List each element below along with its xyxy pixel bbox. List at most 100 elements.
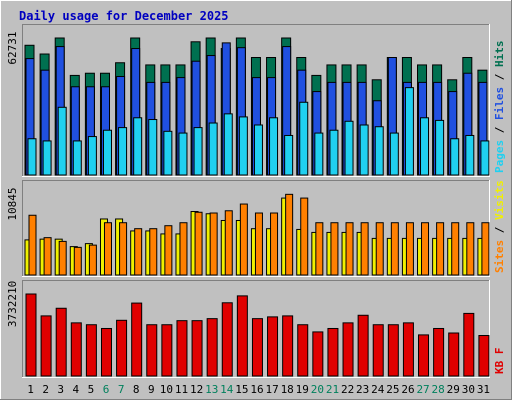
kbytes-bar-day-11 bbox=[176, 320, 188, 377]
sites-bar-day-26 bbox=[405, 222, 414, 276]
x-axis-label-day-14: 14 bbox=[220, 383, 234, 396]
pages-bar-day-6 bbox=[102, 129, 112, 176]
sites-bar-day-16 bbox=[254, 212, 263, 276]
panel-0-legend-files: Files bbox=[493, 87, 506, 120]
pages-bar-day-23 bbox=[359, 124, 369, 176]
x-axis-label-day-9: 9 bbox=[148, 383, 155, 396]
pages-bar-day-11 bbox=[178, 132, 188, 176]
sites-bar-day-13 bbox=[209, 212, 218, 276]
pages-bar-day-7 bbox=[118, 127, 128, 176]
sites-bar-day-22 bbox=[345, 222, 354, 276]
kbytes-bar-day-2 bbox=[40, 315, 52, 377]
panel-0-legend-hits: Hits bbox=[493, 41, 506, 68]
sites-bar-day-17 bbox=[270, 212, 279, 276]
x-axis-label-day-29: 29 bbox=[447, 383, 460, 396]
x-axis-labels: 1 2 3 4 5 6 7 8 9 10 11 12 13 14 15 16 17 18 19 20 21 22 23 24 2… bbox=[27, 383, 490, 396]
pages-bar-day-16 bbox=[253, 124, 263, 176]
kbytes-bar-day-22 bbox=[342, 322, 354, 377]
panel-1-y-max-label: 10845 bbox=[6, 187, 19, 220]
panel-0-legend-separator: / bbox=[493, 120, 506, 140]
kbytes-bar-day-13 bbox=[206, 318, 218, 377]
pages-bar-day-30 bbox=[465, 134, 475, 176]
panel-2-legend-kb-f: KB F bbox=[493, 348, 506, 375]
sites-bar-day-25 bbox=[390, 222, 399, 276]
sites-bar-day-9 bbox=[149, 228, 158, 276]
x-axis-label-day-27: 27 bbox=[416, 383, 429, 396]
kbytes-bar-day-27 bbox=[418, 334, 430, 377]
kbytes-bar-day-12 bbox=[191, 320, 203, 377]
sites-bar-day-27 bbox=[421, 222, 430, 276]
kbytes-bar-day-23 bbox=[357, 314, 369, 377]
x-axis-label-day-5: 5 bbox=[88, 383, 95, 396]
pages-bar-day-2 bbox=[42, 140, 52, 176]
kbytes-bar-day-26 bbox=[402, 322, 414, 377]
panel-2-legend: KB F bbox=[493, 348, 506, 375]
panel-1-legend-sites: Sites bbox=[493, 240, 506, 273]
pages-bar-day-22 bbox=[344, 120, 354, 176]
x-axis-label-day-18: 18 bbox=[281, 383, 294, 396]
panel-1-legend: Sites / Visits bbox=[493, 180, 506, 273]
x-axis-label-day-12: 12 bbox=[190, 383, 203, 396]
x-axis-label-day-28: 28 bbox=[432, 383, 445, 396]
pages-bar-day-19 bbox=[299, 101, 309, 176]
kbytes-bar-day-14 bbox=[221, 302, 233, 377]
pages-bar-day-9 bbox=[148, 119, 158, 176]
panel-1-legend-separator: / bbox=[493, 220, 506, 240]
sites-bar-day-31 bbox=[481, 222, 490, 276]
sites-bar-day-14 bbox=[224, 210, 233, 276]
pages-bar-day-15 bbox=[238, 116, 248, 176]
x-axis-label-day-10: 10 bbox=[160, 383, 173, 396]
kbytes-bar-day-5 bbox=[85, 324, 97, 377]
sites-bar-day-1 bbox=[28, 214, 37, 276]
chart-panels: 62731 Pages / Files / Hits 10845 Sites / Vi… bbox=[6, 24, 506, 378]
sites-bar-day-3 bbox=[58, 240, 67, 276]
sites-bar-day-19 bbox=[300, 197, 309, 276]
x-axis-label-day-30: 30 bbox=[462, 383, 475, 396]
x-axis-label-day-13: 13 bbox=[205, 383, 218, 396]
kbytes-bar-day-28 bbox=[433, 327, 445, 377]
pages-bar-day-20 bbox=[314, 132, 324, 176]
kbytes-bar-day-6 bbox=[100, 327, 112, 377]
x-axis-label-day-19: 19 bbox=[296, 383, 309, 396]
sites-bar-day-20 bbox=[315, 222, 324, 276]
sites-bar-day-23 bbox=[360, 222, 369, 276]
panel-1-legend-visits: Visits bbox=[493, 180, 506, 220]
kbytes-bar-day-29 bbox=[448, 332, 460, 377]
pages-bar-day-28 bbox=[435, 119, 445, 176]
pages-bar-day-18 bbox=[284, 134, 294, 176]
sites-bar-day-6 bbox=[103, 222, 112, 276]
x-axis-label-day-31: 31 bbox=[477, 383, 490, 396]
panel-0-legend-pages: Pages bbox=[493, 140, 506, 173]
x-axis-label-day-11: 11 bbox=[175, 383, 188, 396]
pages-bar-day-14 bbox=[223, 113, 233, 176]
kbytes-bar-day-16 bbox=[251, 318, 263, 377]
pages-bar-day-13 bbox=[208, 122, 218, 176]
kbytes-bar-day-10 bbox=[161, 324, 173, 377]
pages-bar-day-21 bbox=[329, 129, 339, 176]
kbytes-bar-day-18 bbox=[282, 315, 294, 377]
panel-0-legend: Pages / Files / Hits bbox=[493, 41, 506, 174]
sites-bar-day-8 bbox=[134, 228, 143, 276]
panel-0-y-max-label: 62731 bbox=[6, 31, 19, 64]
x-axis-label-day-23: 23 bbox=[356, 383, 369, 396]
pages-bar-day-3 bbox=[57, 106, 67, 176]
pages-bar-day-1 bbox=[27, 138, 37, 176]
kbytes-bar-day-19 bbox=[297, 324, 309, 377]
sites-bar-day-29 bbox=[451, 222, 460, 276]
pages-bar-day-27 bbox=[420, 117, 430, 176]
pages-bar-day-8 bbox=[133, 117, 143, 176]
pages-bar-day-24 bbox=[374, 126, 384, 176]
sites-bar-day-11 bbox=[179, 222, 188, 276]
pages-bar-day-4 bbox=[72, 140, 82, 176]
sites-bar-day-24 bbox=[375, 222, 384, 276]
x-axis-label-day-8: 8 bbox=[133, 383, 140, 396]
kbytes-bar-day-15 bbox=[236, 295, 248, 377]
x-axis-label-day-3: 3 bbox=[57, 383, 64, 396]
x-axis-label-day-26: 26 bbox=[401, 383, 414, 396]
sites-bar-day-21 bbox=[330, 222, 339, 276]
kbytes-bar-day-30 bbox=[463, 312, 475, 377]
sites-bar-day-12 bbox=[194, 211, 203, 276]
x-axis-label-day-6: 6 bbox=[103, 383, 110, 396]
x-axis-label-day-24: 24 bbox=[371, 383, 385, 396]
